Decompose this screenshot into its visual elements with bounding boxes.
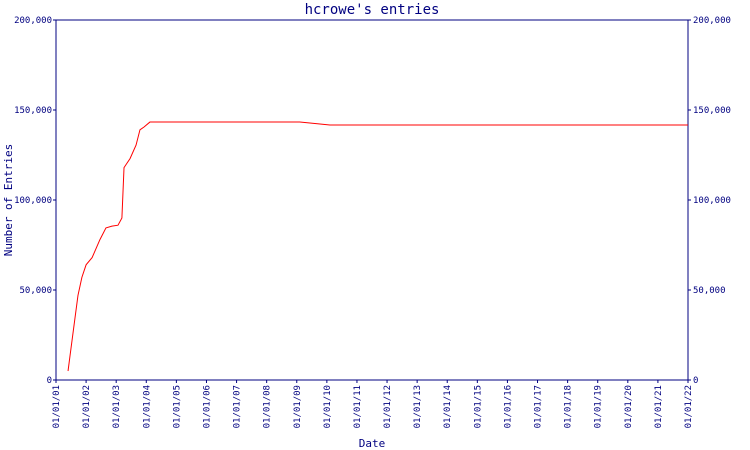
x-tick-label: 01/01/17 (534, 385, 544, 428)
x-tick-label: 01/01/19 (594, 385, 604, 428)
x-tick-label: 01/01/12 (383, 385, 393, 428)
x-tick-label: 01/01/02 (82, 385, 92, 428)
x-tick-label: 01/01/15 (473, 385, 483, 428)
x-tick-label: 01/01/07 (233, 385, 243, 428)
y-tick-label: 200,000 (14, 16, 52, 26)
x-tick-label: 01/01/11 (353, 385, 363, 428)
x-tick-label: 01/01/04 (142, 385, 152, 428)
y-tick-label: 50,000 (19, 286, 52, 296)
x-axis-label: Date (359, 437, 386, 450)
x-tick-label: 01/01/10 (323, 385, 333, 428)
x-tick-label: 01/01/16 (503, 385, 513, 428)
y-tick-label: 150,000 (693, 106, 731, 116)
y-axis-label: Number of Entries (2, 144, 15, 257)
x-tick-label: 01/01/18 (564, 385, 574, 428)
y-tick-label: 0 (47, 376, 52, 386)
chart-title: hcrowe's entries (305, 2, 440, 18)
x-tick-label: 01/01/01 (52, 385, 62, 428)
x-tick-label: 01/01/06 (202, 385, 212, 428)
x-tick-label: 01/01/13 (413, 385, 423, 428)
y-tick-label: 100,000 (693, 196, 731, 206)
x-tick-label: 01/01/09 (293, 385, 303, 428)
plot-frame (55, 19, 689, 381)
x-tick-label: 01/01/20 (624, 385, 634, 428)
x-tick-label: 01/01/21 (654, 385, 664, 428)
y-tick-label: 0 (693, 376, 698, 386)
x-tick-label: 01/01/14 (443, 385, 453, 428)
x-tick-label: 01/01/22 (684, 385, 694, 428)
data-line (67, 121, 688, 372)
y-tick-label: 100,000 (14, 196, 52, 206)
y-tick-label: 150,000 (14, 106, 52, 116)
y-tick-label: 200,000 (693, 16, 731, 26)
x-tick-label: 01/01/08 (263, 385, 273, 428)
x-tick-label: 01/01/05 (172, 385, 182, 428)
y-tick-label: 50,000 (693, 286, 726, 296)
x-tick-label: 01/01/03 (112, 385, 122, 428)
